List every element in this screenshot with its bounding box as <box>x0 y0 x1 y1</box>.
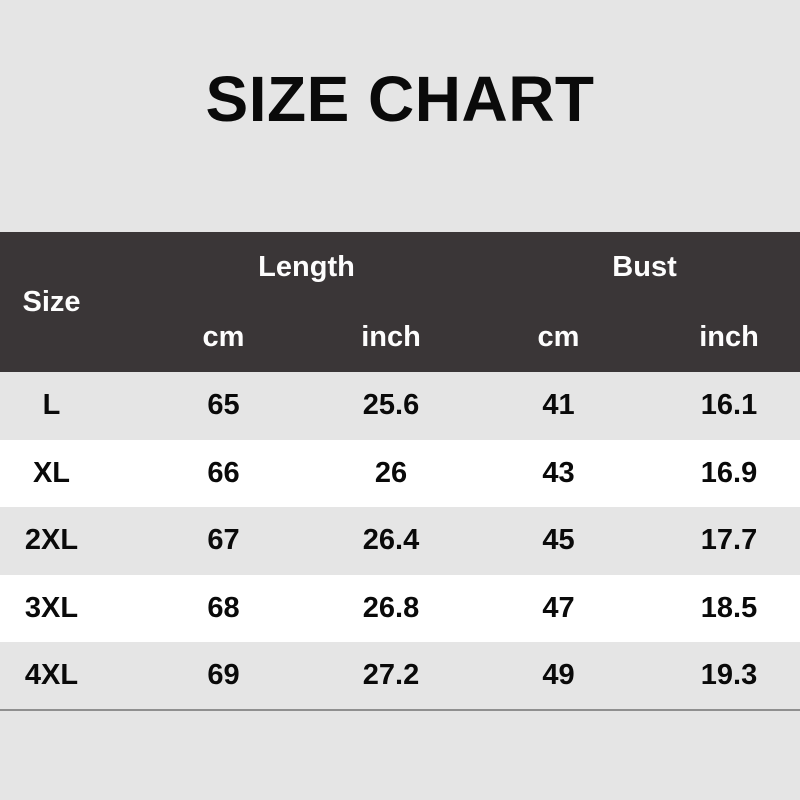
table-row: 2XL 67 26.4 45 17.7 <box>0 507 800 575</box>
table-header: Size Length Bust cm inch cm inch <box>0 232 800 372</box>
column-group-bust: Bust <box>474 232 800 302</box>
cell-length-cm: 69 <box>207 659 240 692</box>
cell-bust-inch: 17.7 <box>700 524 758 557</box>
column-header-size: Size <box>0 232 139 372</box>
cell-bust-inch: 18.5 <box>700 592 758 625</box>
column-group-length: Length <box>139 232 474 302</box>
cell-bust-cm: 43 <box>542 456 575 489</box>
cell-length-cm: 67 <box>207 524 240 557</box>
cell-bust-cm: 41 <box>542 389 575 422</box>
column-header-length-cm: cm <box>139 302 308 372</box>
column-header-bust-cm: cm <box>474 302 643 372</box>
header-unit-row: cm inch cm inch <box>0 302 800 372</box>
cell-size: L <box>42 389 61 422</box>
cell-length-inch: 26 <box>374 456 408 489</box>
cell-bust-inch: 16.9 <box>700 456 758 489</box>
column-header-length-inch: inch <box>308 302 474 372</box>
cell-size: XL <box>32 456 71 489</box>
cell-length-cm: 66 <box>207 456 240 489</box>
cell-size: 3XL <box>24 592 79 625</box>
cell-size: 2XL <box>24 524 79 557</box>
table-row: 4XL 69 27.2 49 19.3 <box>0 642 800 710</box>
cell-bust-cm: 49 <box>542 659 575 692</box>
cell-length-inch: 26.8 <box>362 592 420 625</box>
table-body: L 65 25.6 41 16.1 XL 66 26 43 16.9 2XL 6… <box>0 372 800 710</box>
page-title: SIZE CHART <box>205 63 595 135</box>
column-header-bust-inch: inch <box>643 302 800 372</box>
table-row: L 65 25.6 41 16.1 <box>0 372 800 440</box>
cell-length-inch: 27.2 <box>362 659 420 692</box>
cell-bust-cm: 45 <box>542 524 575 557</box>
cell-length-cm: 65 <box>207 389 240 422</box>
cell-length-cm: 68 <box>207 592 240 625</box>
cell-size: 4XL <box>24 659 79 692</box>
cell-bust-inch: 19.3 <box>700 659 758 692</box>
size-chart-table: Size Length Bust cm inch cm inch L 65 25… <box>0 232 800 711</box>
cell-length-inch: 26.4 <box>362 524 420 557</box>
cell-bust-cm: 47 <box>542 592 575 625</box>
cell-length-inch: 25.6 <box>362 389 420 422</box>
header-group-row: Size Length Bust <box>0 232 800 372</box>
cell-bust-inch: 16.1 <box>700 389 758 422</box>
table-row: 3XL 68 26.8 47 18.5 <box>0 574 800 643</box>
table-row: XL 66 26 43 16.9 <box>0 439 800 508</box>
